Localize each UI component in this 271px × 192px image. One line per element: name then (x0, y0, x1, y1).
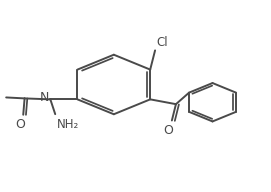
Text: O: O (15, 118, 25, 131)
Text: Cl: Cl (156, 36, 168, 50)
Text: O: O (163, 124, 173, 137)
Text: N: N (40, 91, 49, 104)
Text: NH₂: NH₂ (57, 118, 79, 131)
